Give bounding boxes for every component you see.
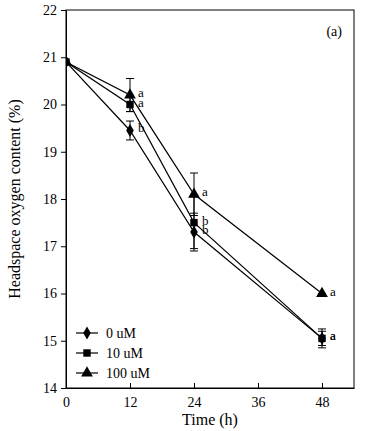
data-point bbox=[318, 335, 325, 342]
y-tick: 22 bbox=[43, 3, 66, 18]
y-tick-mark bbox=[61, 199, 66, 200]
significance-letter: a bbox=[330, 284, 336, 299]
x-tick-mark bbox=[130, 383, 131, 388]
letters: bbaabaaaa bbox=[138, 85, 336, 343]
error-bar-cap bbox=[126, 78, 134, 79]
legend-entry: 100 uM bbox=[76, 366, 151, 381]
significance-letter: a bbox=[330, 328, 336, 343]
plot-frame bbox=[66, 10, 354, 388]
error-bar-cap bbox=[126, 121, 134, 122]
error-bar-cap bbox=[126, 139, 134, 140]
error-bar-cap bbox=[190, 250, 198, 251]
y-tick: 18 bbox=[43, 192, 66, 207]
y-tick: 15 bbox=[43, 334, 66, 349]
y-tick: 21 bbox=[43, 50, 66, 65]
error-bar-cap bbox=[190, 173, 198, 174]
legend-entry: 0 uM bbox=[76, 326, 137, 341]
x-tick-label: 48 bbox=[316, 395, 330, 410]
error-bar-cap bbox=[126, 111, 134, 112]
y-tick: 19 bbox=[43, 145, 66, 160]
series-line bbox=[66, 62, 322, 338]
y-tick-mark bbox=[61, 105, 66, 106]
y-tick: 14 bbox=[43, 381, 66, 396]
y-tick: 17 bbox=[43, 239, 66, 254]
error-bar-cap bbox=[318, 328, 326, 329]
series bbox=[66, 58, 326, 348]
error-bar bbox=[318, 329, 326, 348]
y-tick-mark bbox=[61, 10, 66, 11]
x-axis: 0 12 24 36 48 bbox=[63, 383, 355, 410]
legend-marker bbox=[83, 326, 91, 339]
x-tick-label: 24 bbox=[188, 395, 202, 410]
x-tick-label: 36 bbox=[252, 395, 266, 410]
panel-label: (a) bbox=[326, 24, 342, 40]
significance-letter: b bbox=[202, 213, 209, 228]
legend-label: 10 uM bbox=[106, 346, 144, 361]
plot-area bbox=[66, 55, 328, 348]
y-tick-mark bbox=[61, 388, 66, 389]
x-axis-line bbox=[67, 388, 355, 389]
y-tick-label: 15 bbox=[43, 334, 57, 349]
legend-marker bbox=[83, 349, 90, 356]
y-tick-label: 16 bbox=[43, 286, 57, 301]
y-tick-label: 14 bbox=[43, 381, 57, 396]
data-point bbox=[316, 287, 328, 297]
legend-marker bbox=[81, 366, 93, 376]
significance-letter: a bbox=[330, 328, 336, 343]
y-axis-title: Headspace oxygen content (%) bbox=[6, 99, 24, 298]
significance-letter: b bbox=[138, 120, 145, 135]
data-point bbox=[126, 124, 134, 137]
error-bar-cap bbox=[318, 347, 326, 348]
y-tick: 16 bbox=[43, 286, 66, 301]
y-tick-mark bbox=[61, 57, 66, 58]
y-tick: 20 bbox=[43, 97, 66, 112]
error-bar-cap bbox=[126, 111, 134, 112]
y-tick-mark bbox=[61, 341, 66, 342]
series-line bbox=[66, 62, 322, 338]
x-tick: 36 bbox=[252, 383, 266, 410]
series bbox=[66, 55, 328, 297]
error-bar-cap bbox=[190, 248, 198, 249]
y-tick-label: 22 bbox=[43, 3, 57, 18]
series bbox=[66, 55, 326, 345]
x-tick: 24 bbox=[188, 383, 202, 410]
x-tick-label: 0 bbox=[63, 395, 70, 410]
y-tick-mark bbox=[61, 294, 66, 295]
data-point bbox=[188, 187, 200, 197]
legend-entry: 10 uM bbox=[76, 346, 144, 361]
chart: 0 12 24 36 48 14 15 16 17 18 19 20 21 22 Time (h) Heads… bbox=[0, 0, 385, 431]
y-tick-label: 18 bbox=[43, 192, 57, 207]
data-point bbox=[124, 88, 136, 98]
legend-label: 100 uM bbox=[106, 366, 151, 381]
x-tick-label: 12 bbox=[124, 395, 138, 410]
x-tick: 12 bbox=[124, 383, 138, 410]
series-line bbox=[66, 62, 322, 294]
y-tick-label: 19 bbox=[43, 145, 57, 160]
legend: 0 uM 10 uM 100 uM bbox=[76, 326, 151, 381]
x-axis-title: Time (h) bbox=[182, 411, 238, 429]
y-axis: 14 15 16 17 18 19 20 21 22 bbox=[43, 3, 67, 396]
data-point bbox=[66, 55, 72, 65]
y-tick-label: 20 bbox=[43, 97, 57, 112]
x-tick-mark bbox=[322, 383, 323, 388]
x-tick: 48 bbox=[316, 383, 330, 410]
y-tick-label: 17 bbox=[43, 239, 57, 254]
y-tick-label: 21 bbox=[43, 50, 57, 65]
y-tick-mark bbox=[61, 246, 66, 247]
significance-letter: a bbox=[138, 85, 144, 100]
x-tick-mark bbox=[194, 383, 195, 388]
y-tick-mark bbox=[61, 152, 66, 153]
error-bar bbox=[126, 121, 134, 140]
significance-letter: a bbox=[202, 184, 208, 199]
error-bar-cap bbox=[190, 215, 198, 216]
data-point bbox=[190, 219, 197, 226]
legend-label: 0 uM bbox=[106, 326, 137, 341]
x-tick-mark bbox=[258, 383, 259, 388]
